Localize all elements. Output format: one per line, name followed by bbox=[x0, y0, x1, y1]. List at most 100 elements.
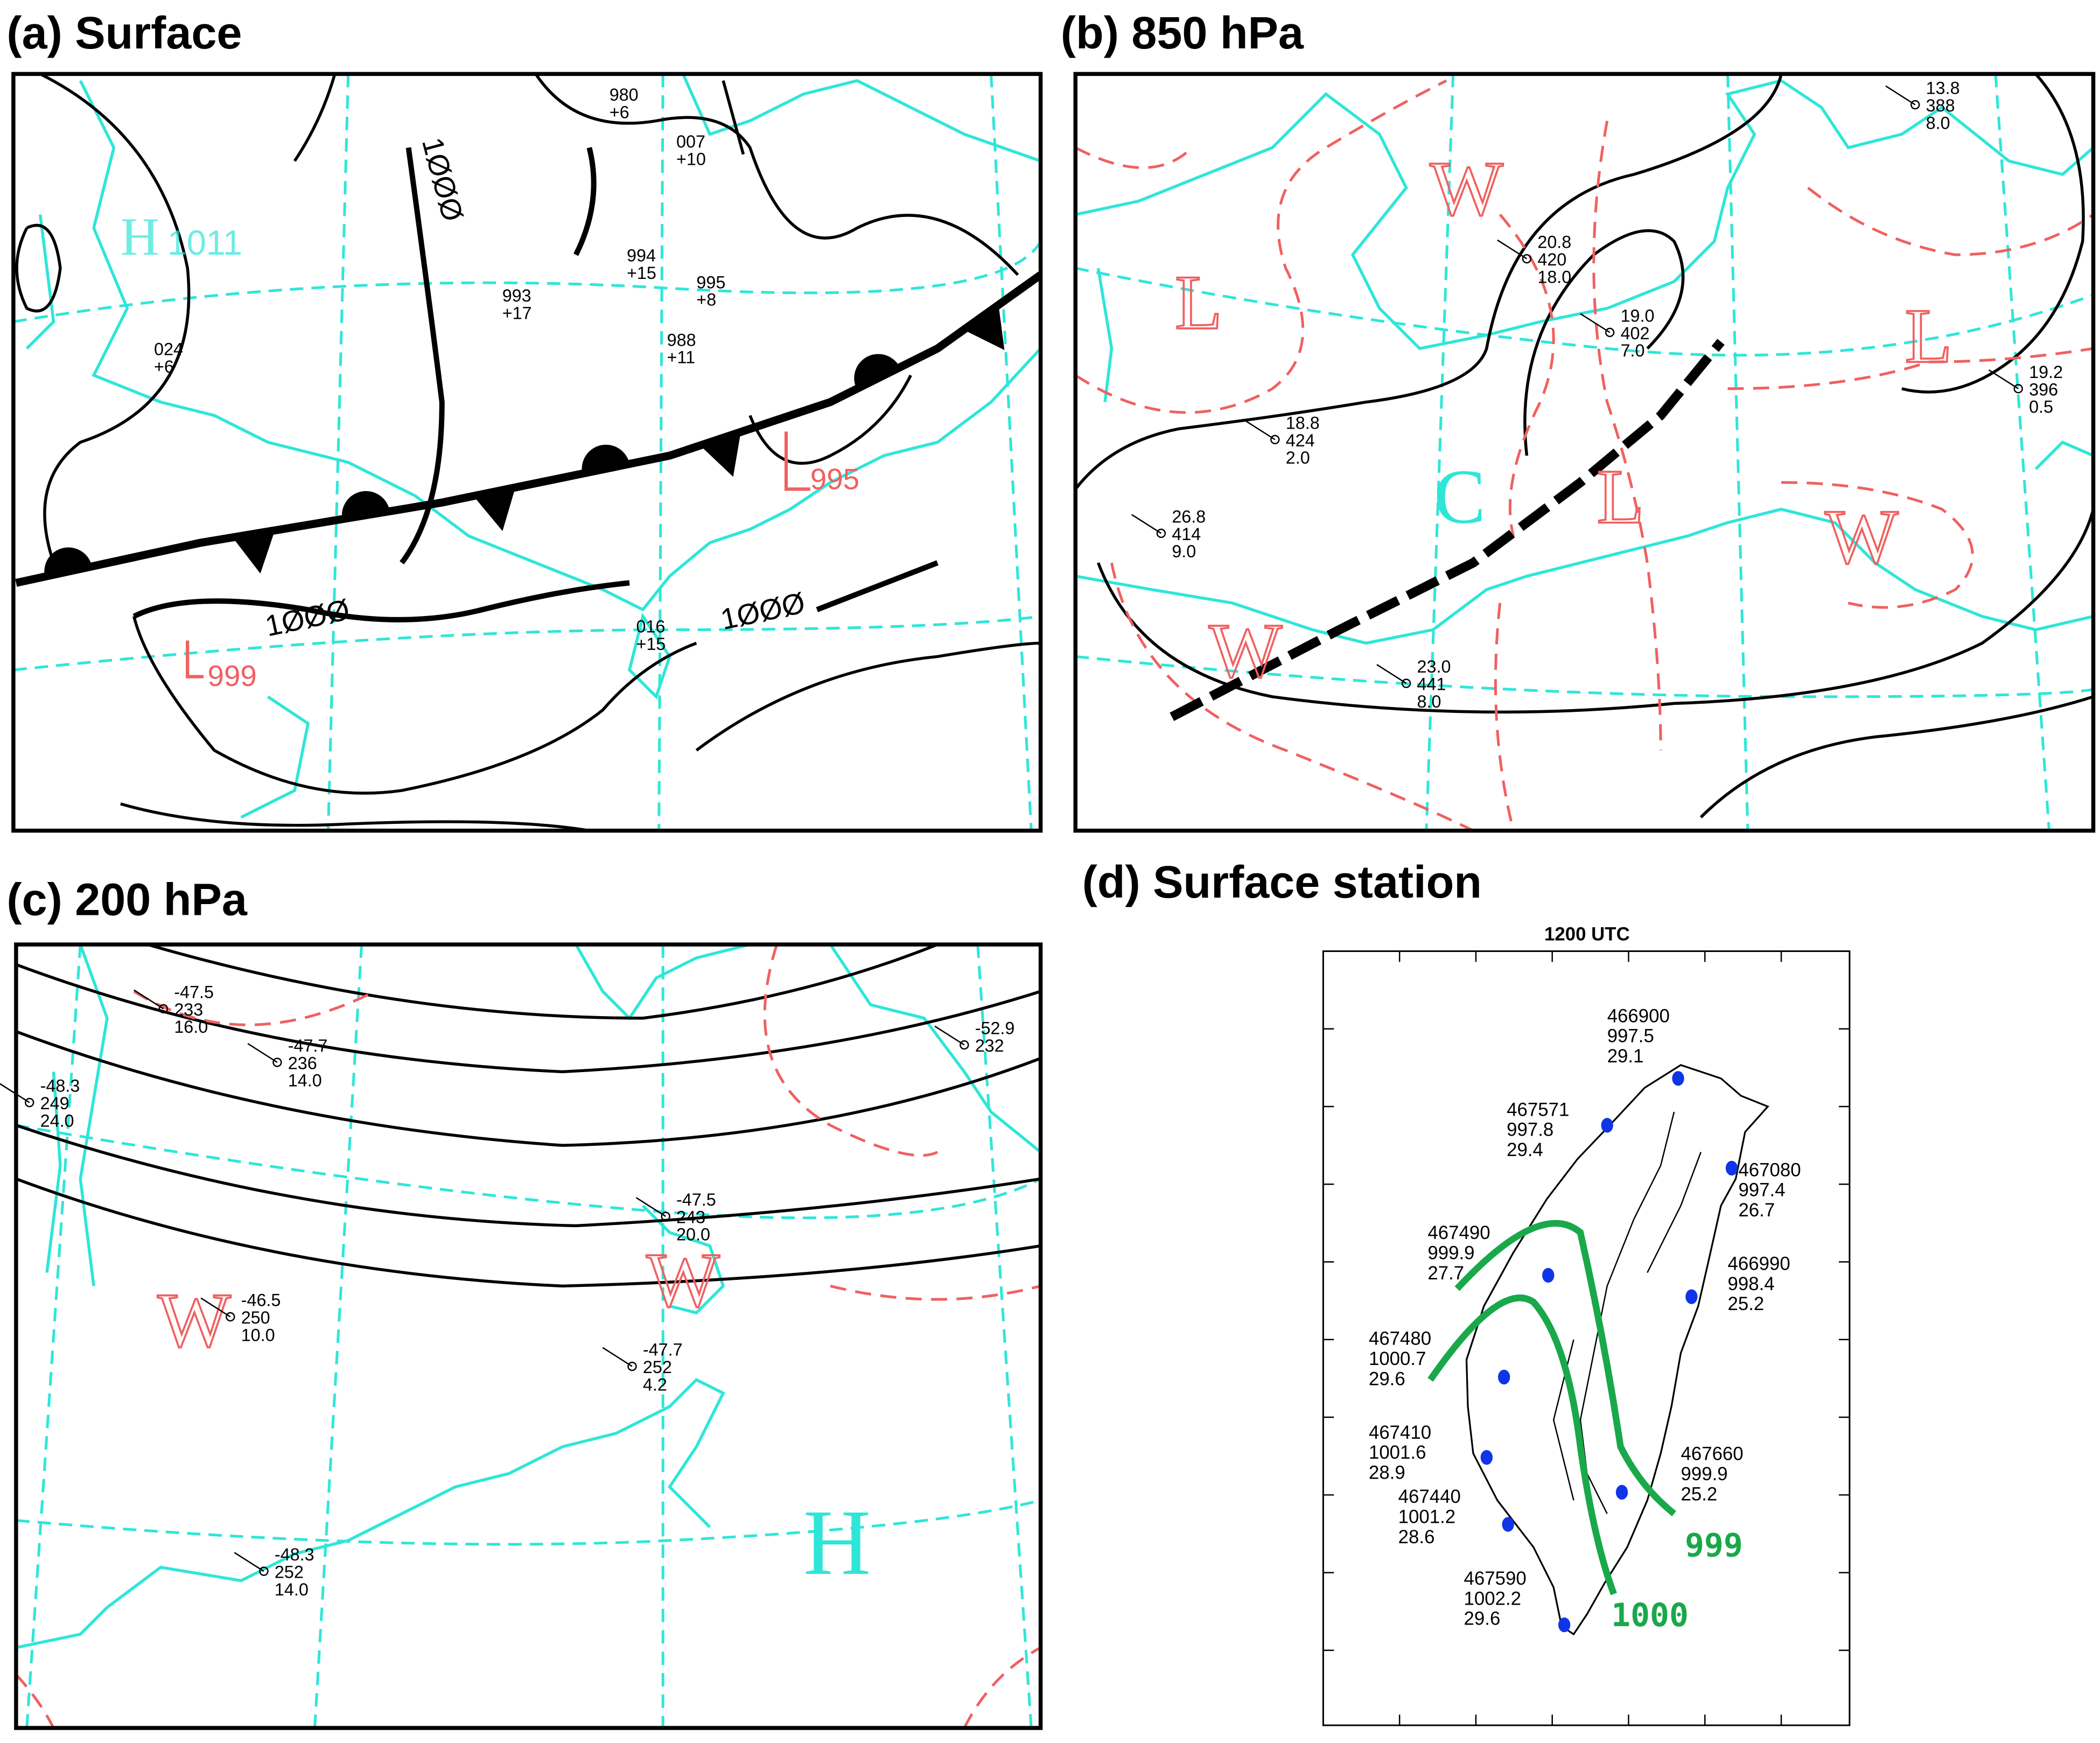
isobar-label: 999 bbox=[1685, 1528, 1743, 1565]
coastline bbox=[575, 944, 751, 1021]
isobar bbox=[39, 74, 191, 564]
wind-barb bbox=[1885, 85, 1916, 106]
station-value: -47.7 bbox=[288, 1036, 328, 1055]
coastline bbox=[829, 944, 1041, 1153]
isobar-1000 bbox=[1427, 1294, 1617, 1595]
contour bbox=[16, 1124, 1041, 1228]
station-value: 29.6 bbox=[1464, 1608, 1501, 1629]
system-label: C bbox=[1434, 454, 1486, 540]
system-label: W bbox=[1825, 494, 1898, 580]
wind-barb bbox=[1131, 514, 1162, 534]
station-value: 997.8 bbox=[1507, 1119, 1553, 1140]
wind-barb bbox=[0, 1083, 30, 1103]
station-value: +15 bbox=[627, 263, 656, 283]
station-value: 25.2 bbox=[1728, 1293, 1765, 1314]
warm-front-symbol bbox=[44, 547, 92, 577]
trough bbox=[400, 147, 445, 565]
station-value: -52.9 bbox=[975, 1019, 1015, 1038]
station-value: 2.0 bbox=[1286, 448, 1310, 467]
isobar-label: 1000 bbox=[1611, 1597, 1689, 1634]
station-circle bbox=[661, 1212, 670, 1221]
station-value: 466900 bbox=[1607, 1005, 1670, 1026]
wind-barb bbox=[1497, 239, 1528, 260]
station-value: -47.7 bbox=[643, 1340, 683, 1360]
station-value: 29.1 bbox=[1607, 1046, 1644, 1067]
station-value: 993 bbox=[502, 286, 531, 305]
station-value: 466990 bbox=[1728, 1253, 1790, 1274]
wind-barb bbox=[1580, 313, 1611, 333]
isotherm bbox=[1499, 213, 1555, 537]
station-dot bbox=[1685, 1289, 1698, 1304]
station-value: 28.9 bbox=[1369, 1462, 1405, 1483]
coastline bbox=[1075, 79, 2094, 351]
station-value: 18.0 bbox=[1537, 267, 1571, 286]
station-value: 252 bbox=[275, 1563, 304, 1582]
station-value: 997.5 bbox=[1607, 1026, 1654, 1047]
isotherm bbox=[963, 1646, 1041, 1728]
station-value: +17 bbox=[502, 304, 532, 323]
system-label: L bbox=[1597, 454, 1644, 540]
map-b bbox=[1075, 74, 2094, 831]
station-value: 27.7 bbox=[1427, 1263, 1464, 1284]
station-value: 8.0 bbox=[1417, 692, 1441, 711]
station-value: 980 bbox=[610, 85, 639, 104]
contour bbox=[146, 944, 939, 1020]
ticks bbox=[1323, 951, 1850, 1726]
grid-line bbox=[16, 1124, 1041, 1220]
station-value: 016 bbox=[636, 617, 665, 636]
grid-line bbox=[1994, 74, 2050, 831]
station-circle bbox=[627, 1361, 637, 1371]
coastline bbox=[2034, 440, 2094, 471]
coastline bbox=[79, 80, 1041, 612]
station-value: -48.3 bbox=[275, 1545, 314, 1564]
station-circle bbox=[259, 1566, 269, 1576]
station-value: 7.0 bbox=[1621, 341, 1645, 360]
station-value: +10 bbox=[676, 149, 706, 169]
panel-title: (b) 850 hPa bbox=[1061, 7, 1304, 58]
grid-line bbox=[1425, 74, 1455, 831]
grid-line bbox=[313, 944, 363, 1728]
station-value: 420 bbox=[1537, 250, 1566, 269]
isotherm bbox=[1592, 120, 1662, 751]
station-value: 19.2 bbox=[2029, 362, 2063, 382]
station-value: 9.0 bbox=[1172, 542, 1196, 561]
station-value: 0.5 bbox=[2029, 397, 2053, 417]
grid-line bbox=[657, 74, 664, 831]
station-dot bbox=[1497, 1369, 1510, 1385]
system-label: L bbox=[1175, 260, 1222, 346]
station-value: 24.0 bbox=[40, 1111, 74, 1130]
isobar-999 bbox=[1454, 1220, 1676, 1516]
trough bbox=[573, 146, 597, 256]
frame bbox=[11, 72, 1043, 833]
coastline bbox=[240, 695, 310, 819]
isobar bbox=[695, 641, 1041, 752]
panel-title: (d) Surface station bbox=[1082, 856, 1482, 907]
grid-line bbox=[13, 241, 1041, 323]
trough-line bbox=[1170, 339, 1725, 721]
station-value: 007 bbox=[676, 132, 705, 151]
coastline bbox=[16, 1606, 108, 1649]
station-dot bbox=[1725, 1160, 1738, 1176]
system-label: W bbox=[158, 1277, 231, 1363]
grid-line bbox=[25, 944, 82, 1728]
station-value: 396 bbox=[2029, 380, 2058, 399]
frame bbox=[1073, 72, 2096, 833]
isobar bbox=[132, 616, 697, 795]
coastline bbox=[1096, 268, 1114, 403]
front-line bbox=[15, 271, 1041, 587]
cold-front-symbol bbox=[963, 305, 1005, 351]
station-value: 250 bbox=[241, 1308, 270, 1327]
station-value: 236 bbox=[288, 1053, 317, 1073]
station-value: -47.5 bbox=[174, 983, 214, 1002]
wind-barb bbox=[1245, 420, 1276, 440]
system-label: W bbox=[1430, 146, 1503, 232]
system-label: W bbox=[1209, 608, 1282, 694]
contour bbox=[1699, 695, 2094, 818]
contour bbox=[1901, 74, 2085, 394]
contour bbox=[16, 1030, 1041, 1147]
station-value: 1000.7 bbox=[1369, 1348, 1426, 1369]
station-circle bbox=[1605, 327, 1615, 338]
station-value: 467410 bbox=[1369, 1422, 1431, 1443]
